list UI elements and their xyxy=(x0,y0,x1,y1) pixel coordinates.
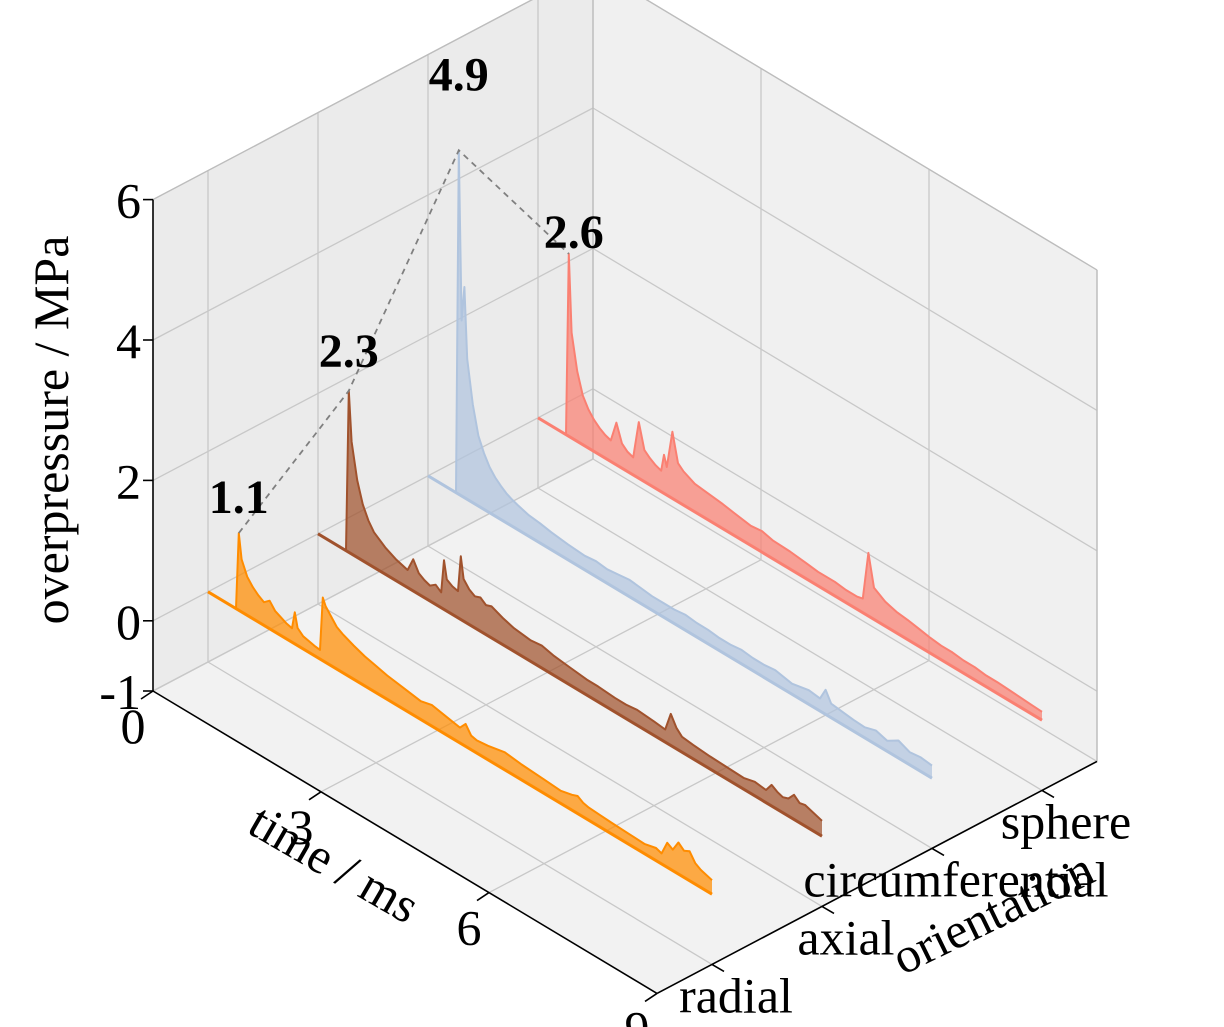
pane-edge xyxy=(152,0,533,201)
orientation-tick-mark xyxy=(931,847,945,857)
orientation-tick-mark xyxy=(821,905,835,915)
pressure-tick-label: 4 xyxy=(116,313,141,369)
back-wall-grid-line xyxy=(592,107,1098,411)
series-baseline-axial xyxy=(317,532,823,838)
pressure-tick-label: -1 xyxy=(99,664,141,720)
series-line-radial xyxy=(207,532,713,881)
back-wall-pane xyxy=(593,0,1097,762)
peak-label-sphere: 2.6 xyxy=(544,206,604,259)
orientation-tick-label-sphere: sphere xyxy=(1001,793,1132,849)
peak-annotations: 1.1 2.3 4.9 2.6 xyxy=(209,48,604,534)
peak-label-circumferential: 4.9 xyxy=(429,48,489,101)
pane-edge xyxy=(645,0,1098,271)
z-axis-title: overpressure / MPa xyxy=(23,236,79,625)
time-tick-mark xyxy=(476,891,490,902)
peak-connector xyxy=(238,148,570,534)
tick-layer: -102460369radialaxialcircumferentialsphe… xyxy=(99,173,1131,1027)
series-circumferential xyxy=(427,149,933,780)
floor-pane xyxy=(153,459,1097,994)
back-wall-grid-line xyxy=(592,388,1098,692)
time-tick-label: 0 xyxy=(121,698,146,754)
left-wall-grid-line xyxy=(152,458,594,692)
time-tick-label: 3 xyxy=(289,799,314,855)
time-tick-mark xyxy=(308,791,322,801)
series-radial xyxy=(207,532,713,896)
floor-grid-line xyxy=(317,603,823,907)
time-tick-label: 6 xyxy=(457,900,482,956)
left-wall-grid-line xyxy=(152,107,594,341)
time-tick-mark xyxy=(140,690,154,700)
series-layer xyxy=(207,149,1043,896)
series-line-circumferential xyxy=(427,149,933,767)
peak-label-radial: 1.1 xyxy=(209,471,269,524)
orientation-tick-label-radial: radial xyxy=(679,967,793,1023)
orientation-tick-mark xyxy=(711,963,725,973)
series-area-axial xyxy=(318,390,822,837)
floor-grid-line xyxy=(488,660,930,894)
orientation-tick-label-axial: axial xyxy=(797,909,894,965)
series-line-axial xyxy=(317,389,823,822)
time-tick-label: 9 xyxy=(625,1000,650,1027)
grid-lines xyxy=(152,0,1098,994)
floor-grid-line xyxy=(207,661,713,965)
pressure-tick-label: 0 xyxy=(116,594,141,650)
series-baseline-sphere xyxy=(537,416,1043,722)
floor-grid-line xyxy=(427,545,933,849)
peak-label-axial: 2.3 xyxy=(319,325,379,378)
orientation-tick-mark xyxy=(1041,789,1055,799)
series-axial xyxy=(317,389,823,838)
time-tick-mark xyxy=(644,992,658,1003)
series-line-sphere xyxy=(537,252,1043,713)
time-axis-line xyxy=(152,690,658,995)
back-wall-grid-line xyxy=(592,247,1098,552)
back-wall-grid-line xyxy=(592,458,1098,762)
orientation-tick-label-circumferential: circumferential xyxy=(803,851,1108,907)
floor-grid-line xyxy=(320,559,762,793)
series-baseline-circumferential xyxy=(427,474,933,780)
pressure-tick-label: 6 xyxy=(116,173,141,229)
left-wall-grid-line xyxy=(152,388,594,622)
left-wall-grid-line xyxy=(152,247,594,481)
floor-grid-line xyxy=(537,487,1043,791)
series-baseline-radial xyxy=(207,590,713,896)
series-sphere xyxy=(537,252,1043,722)
pressure-tick-label: 2 xyxy=(116,453,141,509)
orientation-axis-line xyxy=(656,760,1098,995)
